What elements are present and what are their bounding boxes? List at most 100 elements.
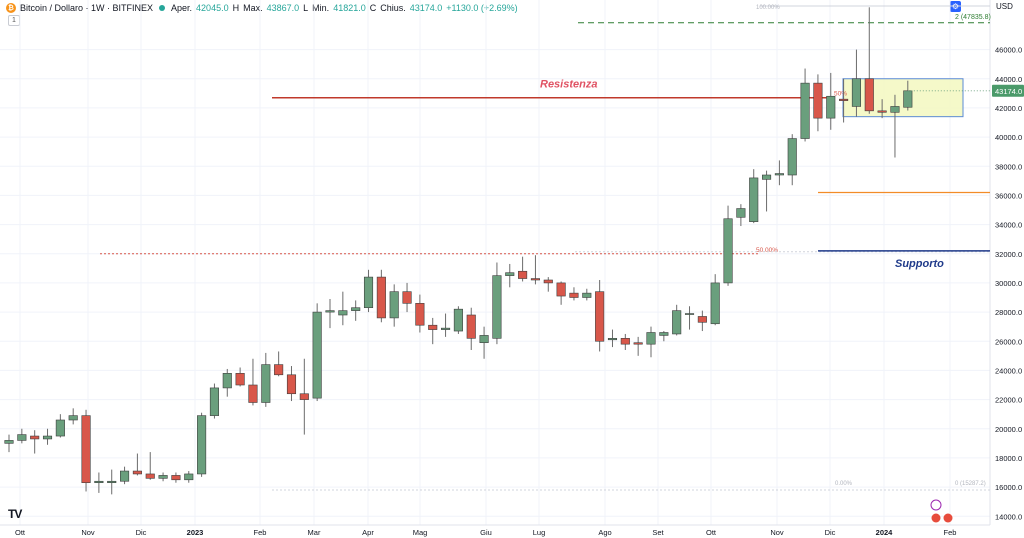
close-value: 43174.0 xyxy=(409,3,443,13)
high-prefix: Max. xyxy=(243,3,263,13)
candle-body xyxy=(530,278,540,281)
candle-body xyxy=(30,435,40,440)
x-tick-label: Mar xyxy=(308,528,321,537)
candle-body xyxy=(890,106,900,113)
candle-body xyxy=(607,338,618,341)
candle-body xyxy=(145,473,155,479)
candle-body xyxy=(363,276,374,309)
candle-body xyxy=(774,173,784,176)
candle-body xyxy=(620,338,630,345)
candle-body xyxy=(415,303,425,326)
candle-body xyxy=(877,110,887,113)
candle-body xyxy=(248,384,258,403)
fib-0pct-label: 0.00% xyxy=(835,481,853,487)
candle-body xyxy=(94,480,104,484)
candle-body xyxy=(338,310,348,316)
candle-body xyxy=(569,292,579,298)
candle-body xyxy=(543,279,553,284)
candle-body xyxy=(851,78,861,107)
high-value: 43867.0 xyxy=(266,3,300,13)
candle-body xyxy=(736,208,746,218)
y-tick-label: 20000.0 xyxy=(995,425,1022,434)
candle-body xyxy=(723,218,733,284)
candle-body xyxy=(158,475,168,479)
candle-body xyxy=(787,138,797,176)
high-label: H xyxy=(232,3,240,13)
currency-label[interactable]: USD xyxy=(996,2,1013,11)
candle-body xyxy=(505,272,515,276)
candle-body xyxy=(171,475,181,481)
fib-50-small-label: 50% xyxy=(834,91,847,98)
y-tick-label: 42000.0 xyxy=(995,104,1022,113)
candle-body xyxy=(325,310,335,313)
fib-0-label: 0 (15287.2) xyxy=(955,481,986,487)
close-prefix: Chius. xyxy=(380,3,406,13)
candle-body xyxy=(42,435,53,440)
low-prefix: Min. xyxy=(312,3,330,13)
candle-body xyxy=(826,95,836,119)
lightning-icon xyxy=(930,499,942,511)
candle-body xyxy=(697,316,707,323)
x-tick-label: Set xyxy=(652,528,664,537)
candle-body xyxy=(389,291,399,319)
y-tick-label: 32000.0 xyxy=(995,250,1022,259)
candle-body xyxy=(903,90,913,108)
candle-body xyxy=(646,332,656,345)
candle-body xyxy=(659,332,669,336)
y-tick-label: 28000.0 xyxy=(995,308,1022,317)
candle-body xyxy=(864,78,874,112)
x-tick-label: Nov xyxy=(81,528,95,537)
x-tick-label: 2024 xyxy=(876,528,894,537)
candle-body xyxy=(261,364,271,403)
candle-body xyxy=(222,373,232,389)
candle-body xyxy=(710,282,720,325)
close-label: C xyxy=(369,3,377,13)
event-flag-icon xyxy=(931,513,941,523)
y-tick-label: 14000.0 xyxy=(995,512,1022,521)
chart-header: ₿ Bitcoin / Dollaro · 1W · BITFINEX Aper… xyxy=(6,2,522,14)
bitcoin-icon: ₿ xyxy=(6,3,16,13)
x-tick-label: Nov xyxy=(770,528,784,537)
last-price-label: 43174.0 xyxy=(995,87,1022,96)
candle-body xyxy=(299,393,309,400)
candle-body xyxy=(800,82,810,139)
y-tick-label: 24000.0 xyxy=(995,366,1022,375)
tradingview-logo[interactable]: TV xyxy=(8,507,22,521)
x-tick-label: Mag xyxy=(413,528,428,537)
candle-body xyxy=(441,327,451,330)
low-label: L xyxy=(303,3,309,13)
y-tick-label: 34000.0 xyxy=(995,221,1022,230)
candle-body xyxy=(749,177,759,222)
candle-body xyxy=(633,342,643,345)
x-tick-label: 2023 xyxy=(187,528,204,537)
y-tick-label: 16000.0 xyxy=(995,483,1022,492)
candle-body xyxy=(120,470,130,482)
candle-body xyxy=(312,311,322,399)
candle-body xyxy=(286,374,297,395)
market-status-icon xyxy=(159,5,166,11)
candle-body xyxy=(518,270,528,279)
candle-body xyxy=(17,434,27,441)
candle-body xyxy=(453,308,463,332)
candle-body xyxy=(428,324,438,330)
candle-body xyxy=(479,335,489,344)
candle-body xyxy=(839,98,849,101)
x-tick-label: Dic xyxy=(825,528,836,537)
fib-50-label: 50.00% xyxy=(756,247,778,254)
y-tick-label: 22000.0 xyxy=(995,396,1022,405)
x-tick-label: Ott xyxy=(15,528,26,537)
symbol-title[interactable]: Bitcoin / Dollaro · 1W · BITFINEX xyxy=(20,3,154,13)
candle-body xyxy=(376,276,386,319)
candle-body xyxy=(184,473,194,481)
y-tick-label: 18000.0 xyxy=(995,454,1022,463)
x-tick-label: Apr xyxy=(362,528,374,537)
event-flag-icon xyxy=(943,513,953,523)
x-tick-label: Ott xyxy=(706,528,717,537)
candle-body xyxy=(684,313,695,315)
candle-body xyxy=(582,292,592,298)
candle-body xyxy=(595,291,605,342)
candle-body xyxy=(672,310,682,335)
candle-body xyxy=(556,282,566,297)
